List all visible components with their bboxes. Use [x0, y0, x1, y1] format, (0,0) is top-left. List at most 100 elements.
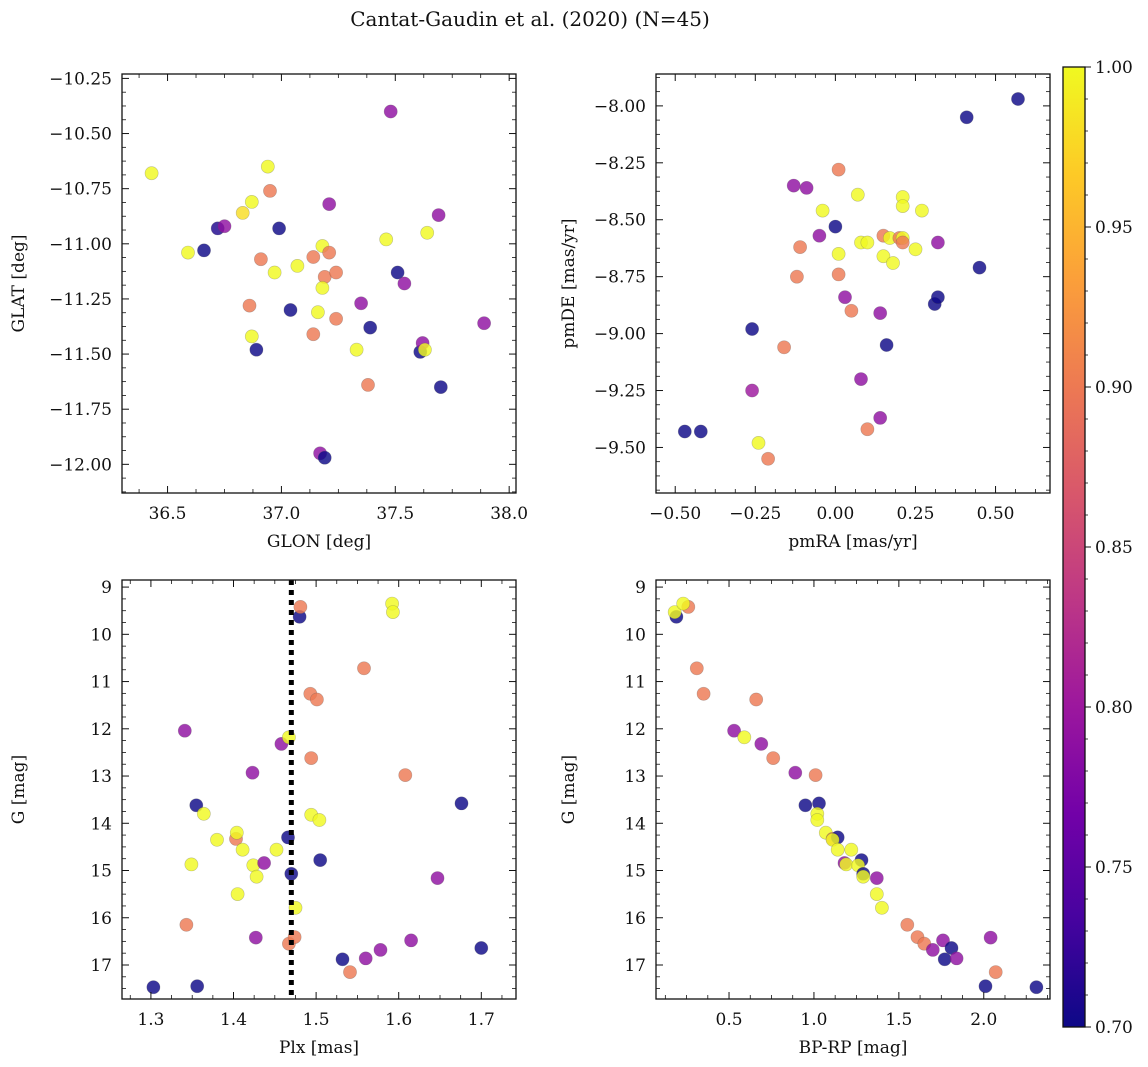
colorbar-tick-label: 0.85: [1095, 538, 1133, 558]
data-point: [745, 322, 759, 336]
y-tick-label: 16: [90, 909, 112, 929]
y-tick-label: 13: [90, 767, 112, 787]
data-point: [677, 424, 692, 439]
data-point: [189, 798, 204, 813]
data-point: [808, 768, 823, 782]
data-point: [210, 832, 224, 847]
data-point: [249, 869, 264, 884]
scatter-points: [146, 596, 489, 995]
data-point: [696, 686, 711, 701]
data-point: [693, 424, 708, 439]
data-point: [839, 857, 854, 872]
y-axis-label: GLAT [deg]: [9, 234, 29, 332]
data-point: [390, 265, 405, 280]
data-point: [190, 979, 205, 994]
data-point: [830, 842, 845, 857]
figure-title: Cantat-Gaudin et al. (2020) (N=45): [350, 7, 710, 31]
data-point: [373, 943, 388, 957]
axis-ticks: −0.50 −0.25 0.00 0.25 0.50 −9.50 −9.25 −9.00 −8.…: [594, 74, 1050, 524]
x-tick-label: 0.25: [897, 504, 935, 524]
x-axis-label: GLON [deg]: [267, 532, 371, 552]
data-point: [379, 232, 394, 247]
data-point: [477, 316, 491, 331]
data-point: [248, 930, 263, 945]
data-point: [235, 205, 250, 220]
x-tick-label: 1.6: [385, 1010, 412, 1030]
data-point: [322, 197, 337, 211]
data-point: [788, 765, 803, 780]
data-point: [873, 306, 888, 320]
data-point: [383, 104, 398, 119]
data-point: [177, 723, 192, 738]
data-point: [420, 225, 435, 240]
plot-frame: [121, 579, 517, 1000]
data-point: [875, 900, 889, 915]
data-point: [895, 199, 910, 213]
data-point: [766, 751, 781, 765]
data-point: [737, 730, 752, 745]
data-point: [354, 296, 368, 311]
data-point: [983, 930, 998, 945]
data-point: [860, 422, 875, 437]
data-point: [790, 269, 804, 284]
data-point: [245, 765, 260, 780]
data-point: [812, 228, 827, 243]
data-point: [363, 320, 378, 335]
colorbar-tick-label: 0.80: [1095, 698, 1133, 718]
data-point: [745, 383, 759, 398]
scatter-points: [677, 92, 1025, 466]
data-point: [272, 221, 286, 236]
data-point: [908, 242, 923, 257]
y-tick-label: −9.00: [594, 325, 646, 345]
data-point: [810, 813, 825, 827]
data-point: [793, 240, 807, 254]
data-point: [269, 842, 284, 857]
data-point: [937, 952, 952, 967]
axis-ticks: 1.3 1.4 1.5 1.6 1.7 9 10 11 12 13 14 15 16 17: [90, 578, 516, 1030]
data-point: [343, 965, 357, 979]
y-tick-label: 12: [90, 720, 112, 740]
y-axis-label: pmDE [mas/yr]: [559, 218, 579, 348]
data-point: [854, 372, 868, 386]
y-tick-label: 15: [90, 862, 112, 882]
colorbar: 0.70 0.75 0.80 0.85 0.90 0.95 1.00: [1062, 58, 1133, 1038]
data-point: [844, 842, 859, 857]
plot-frame: [655, 73, 1051, 494]
data-point: [433, 380, 448, 394]
data-point: [454, 796, 469, 811]
data-point: [229, 825, 244, 840]
colorbar-tick-label: 1.00: [1095, 58, 1133, 78]
data-point: [831, 246, 846, 261]
data-point: [235, 842, 250, 857]
data-point: [844, 303, 859, 318]
data-point: [197, 243, 211, 258]
data-point: [869, 871, 884, 885]
colorbar-tick-label: 0.95: [1095, 218, 1133, 238]
axis-ticks: 36.5 37.0 37.5 38.0 −12.00 −11.75 −11.50 −11.25…: [49, 69, 528, 524]
y-tick-label: −8.25: [594, 154, 646, 174]
data-point: [838, 290, 852, 305]
colorbar-tick-label: 0.75: [1095, 858, 1133, 878]
x-tick-label: 1.5: [885, 1010, 912, 1030]
x-tick-label: 1.4: [220, 1010, 247, 1030]
data-point: [184, 857, 199, 872]
x-tick-label: 1.7: [468, 1010, 495, 1030]
data-point: [312, 813, 327, 827]
data-point: [310, 305, 325, 320]
data-point: [727, 723, 741, 738]
data-point: [949, 951, 964, 966]
x-tick-label: 0.50: [977, 504, 1015, 524]
data-point: [417, 342, 432, 357]
x-tick-label: 1.5: [303, 1010, 330, 1030]
data-point: [385, 605, 400, 619]
data-point: [676, 596, 691, 611]
y-tick-label: 13: [624, 767, 646, 787]
data-point: [869, 887, 884, 901]
x-axis-label: Plx [mas]: [279, 1038, 359, 1058]
data-point: [931, 235, 945, 250]
data-point: [253, 252, 268, 267]
x-tick-label: 37.0: [262, 504, 300, 524]
data-point: [978, 979, 993, 994]
data-point: [267, 265, 282, 280]
data-point: [329, 311, 343, 326]
